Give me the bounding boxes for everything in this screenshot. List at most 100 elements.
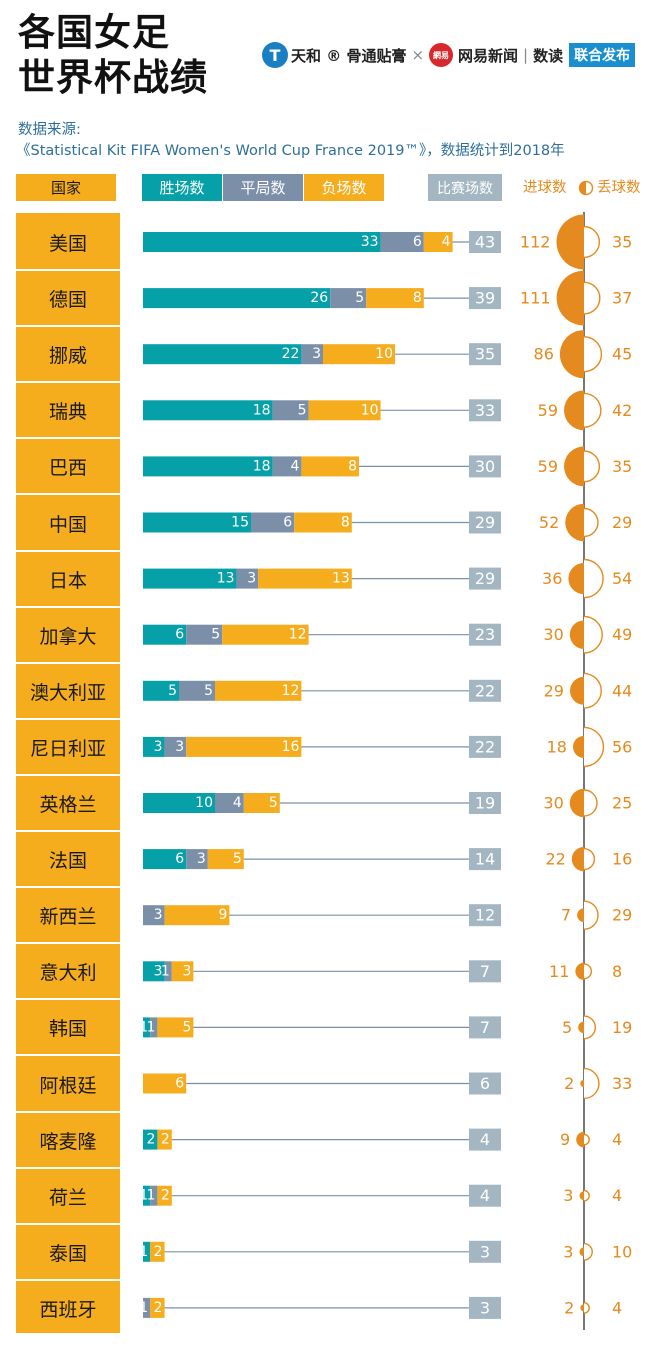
draw-bar (186, 849, 208, 870)
country-separator (16, 605, 120, 608)
times-sign: × (411, 46, 425, 64)
win-label: 3 (154, 963, 163, 979)
matches-label: 12 (475, 906, 495, 925)
matches-box (469, 1072, 501, 1095)
country-label: 日本 (48, 569, 87, 592)
country-separator (16, 437, 120, 440)
loss-label: 5 (269, 795, 278, 811)
goals-against-label: 4 (612, 1298, 622, 1317)
loss-label: 10 (361, 402, 379, 418)
loss-label: 2 (154, 1244, 163, 1260)
goals-against-half (583, 392, 602, 428)
legend-losses: 负场数 (304, 174, 384, 201)
goals-against-label: 29 (612, 513, 632, 532)
goals-for-label: 112 (520, 233, 551, 252)
loss-label: 3 (182, 963, 191, 979)
matches-label: 4 (480, 1130, 490, 1149)
win-label: 1 (139, 1019, 148, 1035)
legend-matches: 比赛场数 (428, 174, 502, 201)
goals-for-label: 86 (534, 345, 554, 364)
draw-bar (272, 456, 302, 477)
loss-bar (207, 849, 244, 870)
loss-bar (258, 568, 352, 589)
loss-bar (222, 624, 309, 645)
win-bar (143, 456, 273, 477)
goals-for-half (572, 735, 584, 758)
draw-label: 3 (154, 907, 163, 923)
country-label: 阿根廷 (39, 1074, 97, 1097)
matches-box (469, 1128, 501, 1151)
draw-bar (330, 288, 367, 309)
matches-label: 43 (475, 233, 495, 252)
matches-box (469, 567, 501, 590)
source-text: 《Statistical Kit FIFA Women's World Cup … (16, 143, 565, 159)
loss-bar (215, 680, 302, 701)
goals-for-label: 111 (520, 289, 551, 308)
win-bar (143, 1129, 158, 1150)
draw-bar (301, 344, 323, 365)
country-label: 荷兰 (48, 1186, 87, 1209)
goals-against-label: 8 (612, 962, 622, 981)
goals-for-half (556, 214, 584, 270)
goals-against-half (583, 507, 599, 538)
win-bar (143, 568, 237, 589)
goals-against-label: 4 (612, 1130, 622, 1149)
brand2-name: 网易新闻 (458, 46, 519, 65)
win-label: 33 (361, 234, 379, 250)
goals-against-label: 35 (612, 233, 632, 252)
country-separator (16, 1166, 120, 1169)
draw-label: 3 (175, 739, 184, 755)
win-label: 6 (175, 627, 184, 643)
win-label: 18 (253, 458, 271, 474)
matches-label: 7 (480, 962, 490, 981)
loss-label: 12 (289, 627, 307, 643)
country-separator (16, 998, 120, 1001)
matches-label: 7 (480, 1018, 490, 1037)
matches-label: 3 (480, 1242, 490, 1261)
draw-label: 4 (233, 795, 242, 811)
goals-against-label: 16 (612, 850, 632, 869)
page-title: 各国女足 世界杯战绩 (18, 10, 208, 100)
goals-for-half (559, 330, 584, 379)
win-label: 5 (168, 683, 177, 699)
matches-box (469, 848, 501, 871)
goals-for-half (556, 270, 584, 326)
country-separator (16, 381, 120, 384)
goals-against-label: 49 (612, 625, 632, 644)
win-label: 26 (310, 290, 328, 306)
loss-bar (323, 344, 395, 365)
loss-label: 5 (182, 1019, 191, 1035)
country-label: 韩国 (48, 1018, 87, 1041)
goals-against-label: 19 (612, 1018, 632, 1037)
win-label: 3 (154, 739, 163, 755)
goals-for-half (569, 676, 584, 705)
win-bar (143, 344, 302, 365)
goals-for-half (576, 1131, 584, 1148)
win-bar (143, 624, 187, 645)
matches-box (469, 679, 501, 702)
win-label: 18 (253, 402, 271, 418)
goals-against-half (583, 281, 601, 315)
country-separator (16, 886, 120, 889)
goals-for-label: 22 (545, 850, 565, 869)
brand-bar: T 天和 ® 骨通贴膏 × 網易 网易新闻 | 数读 联合发布 (262, 38, 636, 72)
win-label: 6 (175, 851, 184, 867)
goals-against-label: 29 (612, 906, 632, 925)
goals-against-label: 42 (612, 401, 632, 420)
goals-for-label: 2 (564, 1298, 574, 1317)
country-separator (16, 773, 120, 776)
win-label: 2 (146, 1132, 155, 1148)
matches-label: 14 (475, 850, 495, 869)
draw-bar (150, 1185, 158, 1206)
win-label: 1 (139, 1188, 148, 1204)
country-separator (16, 661, 120, 664)
country-label: 加拿大 (39, 625, 97, 648)
loss-label: 2 (154, 1300, 163, 1316)
loss-label: 4 (442, 234, 451, 250)
goals-for-half (571, 846, 584, 872)
goals-against-half (583, 615, 603, 654)
loss-label: 5 (233, 851, 242, 867)
legend-wins: 胜场数 (142, 174, 222, 201)
goals-against-label: 45 (612, 345, 632, 364)
